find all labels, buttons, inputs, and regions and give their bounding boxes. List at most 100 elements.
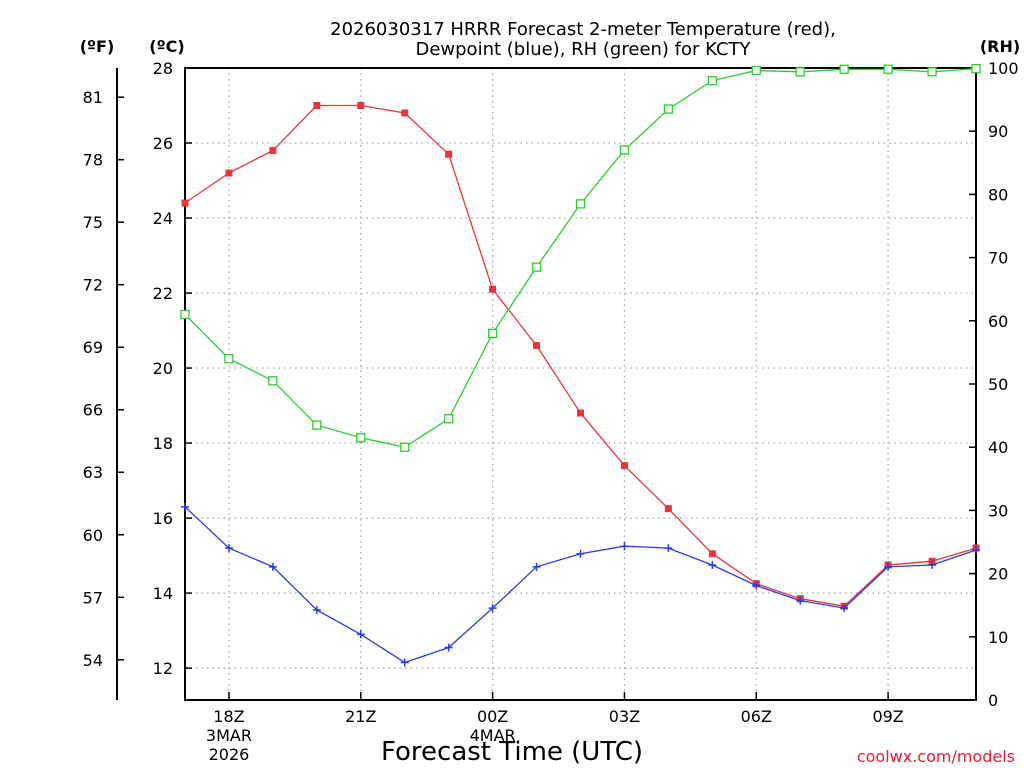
rh-point [575, 199, 586, 209]
celsius-tick-label: 18 [153, 434, 173, 453]
temperature-point [664, 505, 672, 513]
celsius-tick-label: 12 [153, 659, 173, 678]
dewpoint-point [620, 542, 629, 551]
x-tick-label: 00Z [477, 707, 508, 726]
chart-subtitle: Dewpoint (blue), RH (green) for KCTY [415, 39, 751, 60]
x-tick-label: 03Z [609, 707, 640, 726]
rh-tick-label: 80 [988, 185, 1008, 204]
dewpoint-point [752, 581, 761, 590]
dewpoint-point [840, 604, 849, 613]
plot-frame [184, 67, 977, 701]
grid-lines [185, 67, 976, 700]
temperature-point [708, 550, 716, 558]
dewpoint-point [532, 562, 541, 571]
credit-text: coolwx.com/models [857, 747, 1015, 766]
x-tick-date-label: 4MAR [470, 726, 516, 745]
rh-tick-label: 90 [988, 122, 1008, 141]
rh-point [268, 376, 278, 386]
fahrenheit-tick-label: 63 [83, 463, 103, 482]
x-tick-label: 06Z [741, 707, 772, 726]
fahrenheit-tick-label: 81 [83, 88, 103, 107]
rh-tick-label: 40 [988, 438, 1008, 457]
rh-point [883, 64, 893, 74]
dewpoint-point [884, 562, 893, 571]
x-tick-year-label: 2026 [209, 745, 250, 764]
rh-line [184, 67, 977, 448]
temperature-point [269, 147, 277, 155]
rh-tick-label: 0 [988, 691, 998, 710]
celsius-tick-label: 28 [153, 59, 173, 78]
dewpoint-point [664, 544, 673, 553]
rh-point [751, 65, 761, 76]
fahrenheit-tick-label: 69 [83, 338, 103, 357]
rh-point [487, 328, 498, 339]
temperature-point [181, 199, 189, 207]
rh-tick-label: 50 [988, 375, 1008, 394]
x-tick-date-label: 3MAR [206, 726, 252, 745]
dewpoint-point [972, 545, 980, 554]
rh-tick-label: 10 [988, 628, 1008, 647]
rh-point [312, 420, 322, 430]
fahrenheit-tick-label: 57 [83, 588, 103, 607]
fahrenheit-tick-label: 66 [83, 401, 103, 420]
rh-point [619, 145, 630, 155]
rh-point [444, 414, 454, 424]
celsius-tick-label: 20 [153, 359, 173, 378]
dewpoint-point [444, 643, 453, 652]
temperature-line [184, 104, 977, 607]
rh-point [927, 67, 937, 77]
rh-point [839, 64, 849, 74]
chart-title: 2026030317 HRRR Forecast 2-meter Tempera… [330, 19, 836, 40]
dewpoint-point [928, 560, 937, 569]
x-tick-label: 09Z [872, 707, 903, 726]
celsius-tick-label: 22 [153, 284, 173, 303]
fahrenheit-tick-label: 60 [83, 526, 103, 545]
temperature-point [489, 285, 497, 293]
fahrenheit-tick-label: 54 [83, 651, 103, 670]
temperature-point [577, 409, 584, 417]
dewpoint-point [708, 560, 717, 569]
rh-point [971, 63, 981, 74]
celsius-tick-label: 24 [153, 209, 173, 228]
x-tick-label: 18Z [213, 707, 244, 726]
celsius-unit-label: (ºC) [149, 37, 184, 56]
dewpoint-point [576, 549, 585, 558]
rh-point [531, 262, 542, 272]
dewpoint-point [796, 596, 805, 605]
temperature-point [620, 462, 628, 470]
celsius-tick-label: 14 [153, 584, 173, 603]
dewpoint-line [184, 506, 977, 664]
rh-point [180, 309, 190, 320]
x-axis-label: Forecast Time (UTC) [381, 737, 643, 767]
temperature-point [357, 102, 365, 110]
dewpoint-point [268, 562, 277, 571]
rh-point [400, 442, 410, 452]
fahrenheit-tick-label: 72 [83, 276, 103, 295]
dewpoint-point [312, 605, 321, 614]
dewpoint-point [224, 544, 233, 553]
fahrenheit-tick-label: 78 [83, 151, 103, 170]
series-layer [180, 63, 981, 667]
rh-tick-label: 100 [988, 59, 1019, 78]
rh-point [707, 75, 717, 86]
fahrenheit-unit-label: (ºF) [80, 37, 115, 56]
temperature-point [313, 102, 321, 110]
temperature-point [225, 169, 233, 177]
rh-tick-label: 30 [988, 501, 1008, 520]
celsius-tick-label: 16 [153, 509, 173, 528]
fahrenheit-tick-label: 75 [83, 213, 103, 232]
rh-point [663, 104, 674, 114]
rh-point [356, 433, 366, 443]
rh-point [795, 67, 805, 77]
rh-tick-label: 70 [988, 249, 1008, 268]
rh-tick-label: 60 [988, 312, 1008, 331]
temperature-point [401, 109, 409, 117]
temperature-point [445, 150, 453, 158]
dewpoint-point [400, 658, 409, 667]
dewpoint-point [356, 630, 365, 639]
rh-unit-label: (RH) [980, 37, 1020, 56]
dewpoint-point [181, 502, 189, 511]
axes: 12 14 16 18 20 22 24 26 28 54 57 60 63 66 69 72 75 78 81 0 1… [83, 59, 1019, 764]
dewpoint-point [488, 604, 497, 613]
